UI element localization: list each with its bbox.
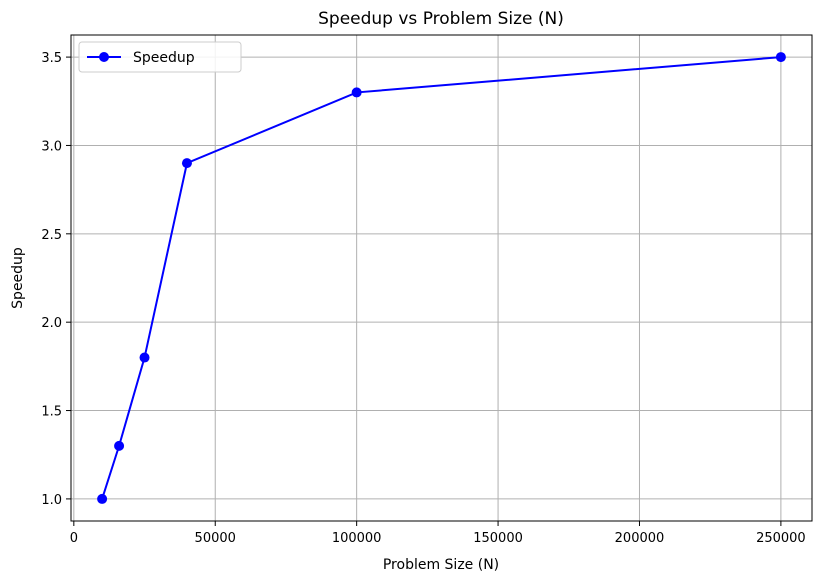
y-tick-label: 1.5 bbox=[41, 405, 62, 420]
x-tick-label: 50000 bbox=[195, 531, 236, 546]
y-tick-label: 1.0 bbox=[41, 493, 62, 508]
x-tick-label: 100000 bbox=[332, 531, 382, 546]
plot-frame bbox=[70, 34, 813, 522]
y-tick-label: 3.0 bbox=[41, 139, 62, 154]
y-tick-label: 2.5 bbox=[41, 228, 62, 243]
x-tick-label: 150000 bbox=[473, 531, 523, 546]
legend: Speedup bbox=[78, 41, 242, 73]
data-point bbox=[139, 352, 150, 363]
legend-label-speedup: Speedup bbox=[133, 50, 195, 66]
x-tick-label: 0 bbox=[70, 531, 78, 546]
y-axis-ticks: 1.0 1.5 2.0 2.5 3.0 3.5 bbox=[41, 51, 71, 508]
y-tick-label: 2.0 bbox=[41, 316, 62, 331]
data-point bbox=[775, 52, 786, 63]
legend-box bbox=[78, 41, 242, 73]
x-tick-label: 250000 bbox=[756, 531, 806, 546]
data-point bbox=[351, 87, 362, 98]
x-axis-ticks: 0 50000 100000 150000 200000 250000 bbox=[70, 521, 806, 546]
data-point bbox=[97, 493, 108, 504]
legend-marker-sample bbox=[99, 52, 109, 62]
chart-title: Speedup vs Problem Size (N) bbox=[318, 9, 564, 29]
grid-lines bbox=[71, 35, 812, 521]
y-tick-label: 3.5 bbox=[41, 51, 62, 66]
data-point bbox=[114, 440, 125, 451]
x-tick-label: 200000 bbox=[615, 531, 665, 546]
data-point bbox=[181, 158, 192, 169]
series-line-speedup bbox=[101, 56, 781, 500]
series-layer bbox=[97, 52, 786, 504]
x-axis-label: Problem Size (N) bbox=[383, 557, 499, 573]
y-axis-label: Speedup bbox=[10, 247, 26, 309]
